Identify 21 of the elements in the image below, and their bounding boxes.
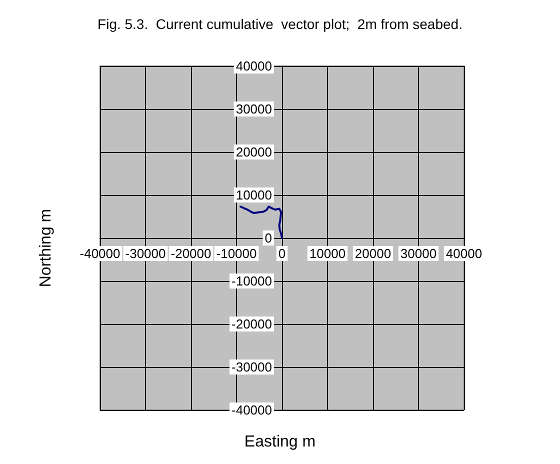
y-tick-label: 10000 [236,188,272,202]
x-tick-label: 20000 [354,246,392,261]
y-tick-label: 0 [264,230,272,246]
y-tick-label: -10000 [232,274,272,288]
chart-title: Fig. 5.3. Current cumulative vector plot; 2m from seabed. [98,16,462,32]
x-tick-label: 10000 [309,246,346,261]
x-tick-label: -20000 [170,246,212,261]
x-tick-label: 40000 [446,246,482,261]
y-tick-label: 40000 [236,58,272,74]
x-tick-label: -30000 [125,246,166,261]
y-axis-title: Northing m [38,208,54,288]
x-tick-label: -40000 [80,246,120,261]
x-axis-title: Easting m [244,434,316,450]
y-tick-label: 20000 [236,144,272,160]
x-tick-label: 30000 [400,246,437,261]
x-tick-label: -10000 [216,246,257,261]
x-tick-label: 0 [278,246,286,261]
y-tick-label: -30000 [232,360,272,374]
y-tick-label: -40000 [232,402,272,418]
y-tick-label: -20000 [232,316,272,332]
y-tick-label: 30000 [236,102,272,116]
